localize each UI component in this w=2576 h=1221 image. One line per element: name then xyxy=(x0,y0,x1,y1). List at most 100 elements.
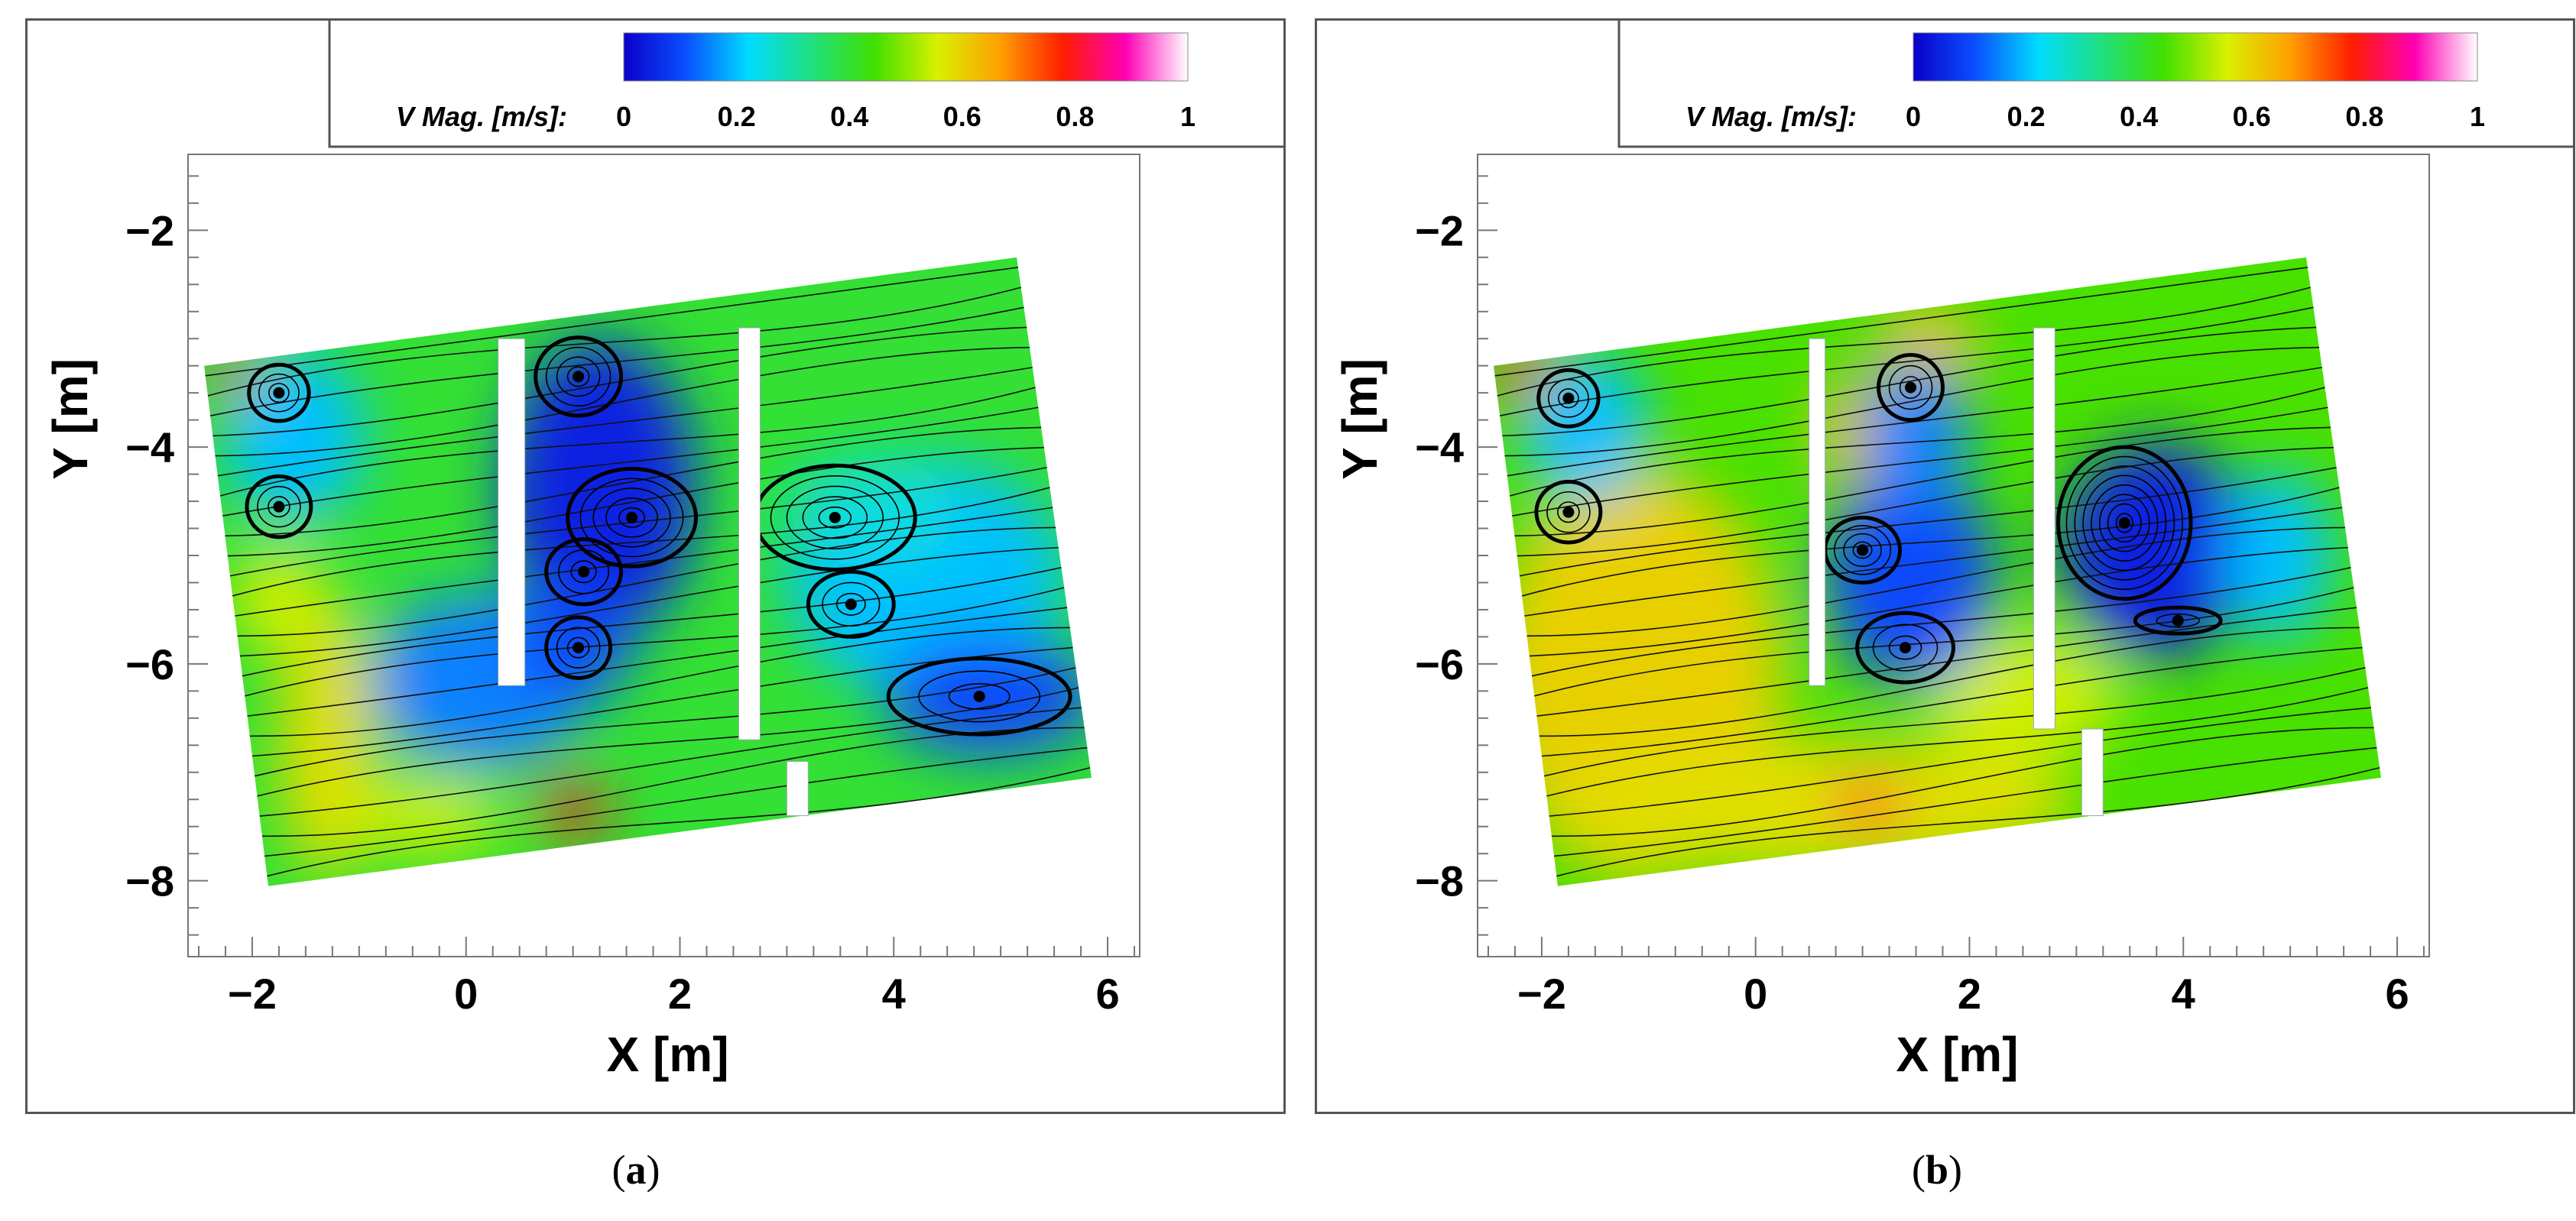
vortex-ring xyxy=(545,346,612,406)
x-tick-label: 4 xyxy=(882,970,906,1018)
colorbar-tick-label: 1 xyxy=(2470,101,2485,132)
vortex-ring xyxy=(268,496,290,518)
vortex-ring xyxy=(786,485,884,550)
vortex-ring xyxy=(1888,635,1922,660)
plate xyxy=(498,338,526,686)
colorbar-tick-label: 0 xyxy=(1906,101,1921,132)
streamline xyxy=(247,607,1068,717)
chart-svg-b: −2 0 2 4 6 −2 −4 −6 −8 X [m] Y [m] V Mag. [m/s]: 0 0.… xyxy=(1332,21,2573,1082)
streamline xyxy=(1541,646,2363,757)
vortex-ring xyxy=(2098,494,2150,552)
colorbar-tick-label: 0.8 xyxy=(1056,101,1094,132)
vortex-ring xyxy=(1872,623,1938,672)
vortex-ring xyxy=(822,581,881,627)
y-tick-label: −4 xyxy=(1415,423,1464,471)
vortex-ring xyxy=(257,485,301,528)
y-tick-label: −8 xyxy=(1415,857,1464,905)
vortex-core xyxy=(1857,544,1869,556)
velocity-region xyxy=(535,786,611,834)
vortex-ring xyxy=(258,373,300,413)
vortex-ring xyxy=(1557,501,1580,523)
streamline xyxy=(1507,367,2322,477)
vortex-ring xyxy=(268,383,290,403)
caption-b: (b) xyxy=(1911,1147,1962,1193)
vortex-ring xyxy=(1877,353,1945,423)
vortex-core xyxy=(829,511,841,523)
streamline xyxy=(232,487,1050,597)
streamline xyxy=(1509,387,2325,497)
vortex-core xyxy=(1562,506,1575,518)
vortex-ring xyxy=(1852,541,1873,559)
streamline xyxy=(1551,727,2374,837)
velocity-region xyxy=(787,458,959,567)
vortices xyxy=(1534,353,2223,685)
velocity-region xyxy=(1873,306,1981,382)
streamline xyxy=(213,326,1027,437)
colorbar-tick-label: 1 xyxy=(1180,101,1196,132)
velocity-region xyxy=(1835,781,1900,829)
x-tick-label: −2 xyxy=(1517,970,1566,1018)
streamline xyxy=(219,387,1036,497)
vortex-core xyxy=(573,371,585,383)
streamline xyxy=(222,406,1039,517)
colorbar-tick-label: 0.2 xyxy=(718,101,756,132)
streamline xyxy=(1543,667,2366,777)
velocity-region xyxy=(883,636,1092,756)
chart-svg-a: −2 0 2 4 6 −2 −4 −6 −8 X [m] Y [m] V Mag. [m/s]: 0 0.… xyxy=(43,21,1283,1082)
streamline xyxy=(239,546,1059,657)
velocity-field xyxy=(1494,257,2382,886)
y-tick-label: −2 xyxy=(125,206,174,254)
vortex-ring xyxy=(534,335,624,418)
vortex-ring xyxy=(544,537,624,607)
streamline xyxy=(1529,546,2348,657)
vortex-ring xyxy=(247,362,311,423)
colorbar-tick-label: 0.8 xyxy=(2345,101,2383,132)
vortex-ring xyxy=(2107,503,2142,543)
streamline xyxy=(1546,687,2369,797)
vortex-ring xyxy=(556,627,601,669)
streamline xyxy=(227,446,1044,557)
x-axis-title: X [m] xyxy=(607,1027,729,1082)
streamline xyxy=(205,267,1019,377)
velocity-region xyxy=(225,349,365,523)
x-tick-label: 4 xyxy=(2172,970,2195,1018)
streamline xyxy=(1494,267,2308,377)
plate xyxy=(1809,338,1826,686)
vortices xyxy=(245,335,1072,737)
streamline xyxy=(1553,747,2377,857)
streamline xyxy=(1549,707,2371,817)
x-tick-label: 6 xyxy=(1095,970,1119,1018)
vortex-ring xyxy=(1547,378,1589,418)
vortex-ring xyxy=(570,560,597,584)
streamline xyxy=(1539,627,2360,737)
vortex-ring xyxy=(1843,533,1882,567)
colorbar-tick-label: 0.6 xyxy=(2233,101,2271,132)
streamline xyxy=(1536,607,2357,717)
x-tick-label: 2 xyxy=(1958,970,1981,1018)
vortex-ring xyxy=(1558,388,1579,409)
plates xyxy=(1809,327,2104,817)
vortex-ring xyxy=(2056,445,2193,601)
minor-ticks xyxy=(188,175,1136,957)
x-tick-label: −2 xyxy=(228,970,277,1018)
colorbar-label: V Mag. [m/s]: xyxy=(396,101,567,132)
vortex-core xyxy=(578,565,590,578)
streamline xyxy=(237,526,1056,637)
vortex-ring xyxy=(566,466,698,568)
streamline xyxy=(1514,426,2331,537)
vortex-ring xyxy=(579,478,684,558)
y-axis-title: Y [m] xyxy=(43,358,98,480)
velocity-field xyxy=(204,257,1092,886)
streamline xyxy=(1512,406,2328,517)
x-tick-label: 2 xyxy=(668,970,692,1018)
streamline xyxy=(1502,326,2317,437)
minor-ticks xyxy=(1478,175,2425,957)
streamline xyxy=(242,567,1062,677)
velocity-region xyxy=(2060,442,2253,659)
x-tick-label: 0 xyxy=(1744,970,1767,1018)
plate xyxy=(738,327,761,740)
vortex-ring xyxy=(556,356,601,397)
caption-b-label: b xyxy=(1925,1147,1949,1193)
plate xyxy=(2081,728,2104,817)
streamline xyxy=(249,627,1070,737)
